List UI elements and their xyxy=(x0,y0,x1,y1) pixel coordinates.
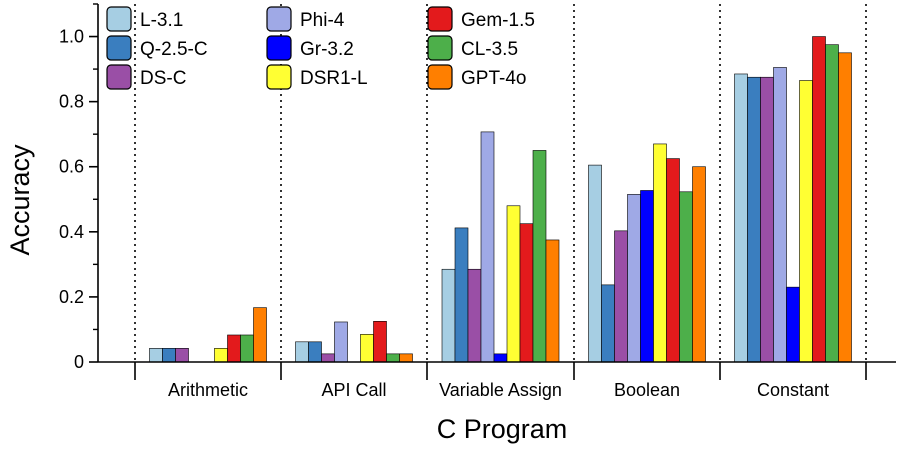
bar-variable-assign-gem-1-5 xyxy=(519,223,534,363)
y-tick-label: 0 xyxy=(74,352,84,372)
bar-variable-assign-l-3-1 xyxy=(441,268,456,363)
legend-label: DSR1-L xyxy=(300,68,368,89)
legend-swatch xyxy=(427,6,453,32)
x-axis-title: C Program xyxy=(437,414,568,444)
bar-api-call-phi-4 xyxy=(334,321,348,363)
legend-label: Gem-1.5 xyxy=(461,10,535,31)
y-tick-label: 0.2 xyxy=(59,287,84,307)
bar-variable-assign-ds-c xyxy=(467,268,482,363)
legend-label: L-3.1 xyxy=(140,10,183,31)
y-tick-label: 0.4 xyxy=(59,222,84,242)
bar-boolean-cl-3-5 xyxy=(679,191,693,363)
bars xyxy=(149,36,852,363)
bar-variable-assign-q-2-5-c xyxy=(454,227,469,363)
y-tick-label: 1.0 xyxy=(59,27,84,47)
bar-constant-gem-1-5 xyxy=(812,36,826,363)
x-ticks: Arithmetic API Call Variable Assign Boolean… xyxy=(134,362,867,400)
bar-arithmetic-dsr1-l xyxy=(214,348,228,363)
legend-swatch xyxy=(106,35,132,61)
legend-swatch xyxy=(427,64,453,90)
bar-boolean-gr-3-2 xyxy=(640,190,654,363)
legend-swatch xyxy=(266,64,292,90)
bar-api-call-q-2-5-c xyxy=(308,341,322,363)
bar-boolean-gem-1-5 xyxy=(666,158,680,363)
bar-constant-gpt-4o xyxy=(838,52,852,363)
bar-constant-gr-3-2 xyxy=(786,286,800,363)
bar-boolean-q-2-5-c xyxy=(601,284,615,363)
x-tick-label: API Call xyxy=(321,380,386,400)
bar-arithmetic-ds-c xyxy=(175,348,189,363)
bar-boolean-l-3-1 xyxy=(588,164,602,363)
bar-api-call-gpt-4o xyxy=(399,353,413,363)
legend-swatch xyxy=(106,64,132,90)
legend: L-3.1 Q-2.5-C DS-C Phi-4 Gr-3.2 DSR1-L Gem-1.5… xyxy=(106,6,535,90)
bar-boolean-gpt-4o xyxy=(692,166,706,363)
bar-constant-cl-3-5 xyxy=(825,44,839,363)
axes xyxy=(97,4,896,363)
bar-boolean-ds-c xyxy=(614,230,628,363)
legend-label: DS-C xyxy=(140,68,186,89)
x-tick-label: Variable Assign xyxy=(439,380,562,400)
bar-api-call-cl-3-5 xyxy=(386,353,400,363)
bar-boolean-phi-4 xyxy=(627,194,641,363)
bar-arithmetic-gem-1-5 xyxy=(227,334,241,363)
legend-label: Phi-4 xyxy=(300,10,345,31)
bar-api-call-l-3-1 xyxy=(295,341,309,363)
legend-label: GPT-4o xyxy=(461,68,526,89)
y-ticks: 0 0.2 0.4 0.6 0.8 1.0 xyxy=(59,3,98,372)
legend-swatch xyxy=(266,35,292,61)
y-axis-title: Accuracy xyxy=(5,144,35,256)
bar-arithmetic-q-2-5-c xyxy=(162,348,176,363)
bar-boolean-dsr1-l xyxy=(653,143,667,363)
bar-variable-assign-dsr1-l xyxy=(506,205,521,363)
bar-variable-assign-gpt-4o xyxy=(545,239,560,363)
bar-constant-q-2-5-c xyxy=(747,76,761,363)
legend-swatch xyxy=(266,6,292,32)
x-tick-label: Boolean xyxy=(614,380,680,400)
bar-arithmetic-cl-3-5 xyxy=(240,334,254,363)
bar-api-call-ds-c xyxy=(321,353,335,363)
bar-constant-dsr1-l xyxy=(799,80,813,363)
bar-constant-l-3-1 xyxy=(734,73,748,363)
x-tick-label: Arithmetic xyxy=(168,380,248,400)
x-tick-label: Constant xyxy=(757,380,829,400)
bar-api-call-dsr1-l xyxy=(360,334,374,363)
y-tick-label: 0.6 xyxy=(59,157,84,177)
bar-variable-assign-phi-4 xyxy=(480,131,495,363)
legend-swatch xyxy=(106,6,132,32)
bar-constant-phi-4 xyxy=(773,67,787,363)
bar-arithmetic-gpt-4o xyxy=(253,307,267,363)
legend-label: CL-3.5 xyxy=(461,39,518,60)
bar-variable-assign-cl-3-5 xyxy=(532,150,547,363)
bar-arithmetic-l-3-1 xyxy=(149,348,163,363)
y-tick-label: 0.8 xyxy=(59,92,84,112)
bar-constant-ds-c xyxy=(760,76,774,363)
bar-api-call-gem-1-5 xyxy=(373,321,387,363)
legend-label: Gr-3.2 xyxy=(300,39,354,60)
legend-label: Q-2.5-C xyxy=(140,39,208,60)
bar-variable-assign-gr-3-2 xyxy=(493,353,508,363)
legend-swatch xyxy=(427,35,453,61)
